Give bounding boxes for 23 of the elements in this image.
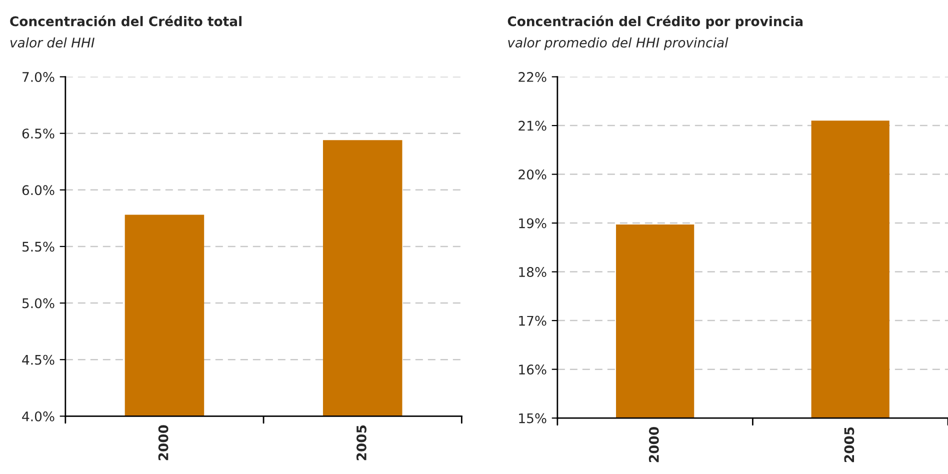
y-tick-label: 15% — [519, 413, 546, 424]
chart-title: Concentración del Crédito por provincia — [508, 16, 803, 29]
x-tick-label: 2000 — [648, 427, 659, 462]
chart-subtitle: valor del HHI — [10, 37, 94, 48]
y-tick-label: 22% — [518, 72, 546, 82]
chart-title: Concentración del Crédito total — [10, 16, 242, 26]
x-tick-label: 2005 — [356, 425, 366, 460]
y-tick-label: 18% — [519, 267, 546, 278]
y-tick-label: 7.0% — [22, 72, 54, 82]
y-tick-label: 6.5% — [22, 128, 54, 139]
x-tick-label: 2000 — [158, 425, 168, 460]
y-tick-label: 4.5% — [22, 354, 54, 365]
y-tick-label: 16% — [519, 364, 546, 375]
y-tick-label: 19% — [519, 218, 546, 228]
y-tick-label: 20% — [518, 170, 546, 180]
chart-subtitle: valor promedio del HHI provincial — [508, 37, 728, 50]
y-tick-label: 4.0% — [22, 411, 54, 422]
y-tick-label: 5.0% — [22, 298, 54, 308]
y-tick-label: 6.0% — [22, 185, 54, 196]
y-tick-label: 5.5% — [22, 242, 54, 252]
x-tick-label: 2005 — [844, 427, 854, 462]
y-tick-label: 21% — [518, 120, 546, 131]
y-tick-label: 17% — [519, 316, 546, 326]
